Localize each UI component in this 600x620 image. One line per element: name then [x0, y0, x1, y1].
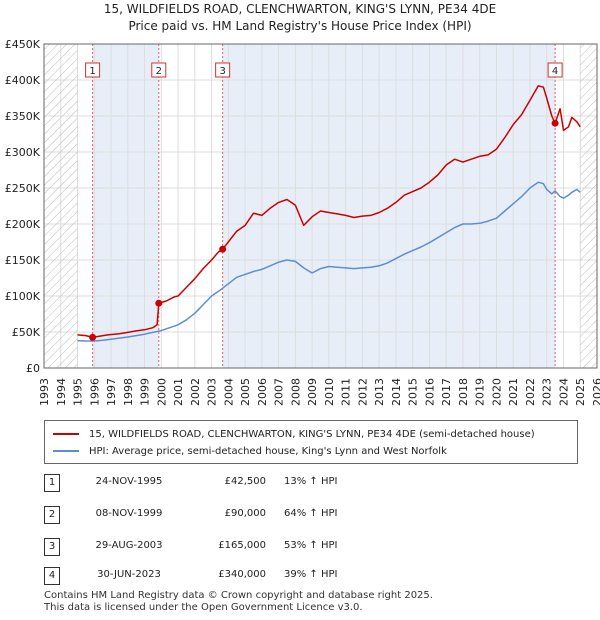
y-tick-label: £300K	[5, 146, 41, 159]
sale-point	[219, 245, 227, 253]
transaction-number: 2	[44, 506, 60, 524]
x-tick-label: 2004	[222, 378, 235, 406]
sale-point	[89, 333, 97, 341]
x-tick-label: 2026	[591, 378, 600, 406]
x-tick-label: 2025	[574, 378, 587, 406]
x-tick-label: 1994	[55, 378, 68, 406]
x-tick-label: 1997	[105, 378, 118, 406]
x-tick-label: 2015	[407, 378, 420, 406]
y-tick-label: £150K	[5, 254, 41, 267]
sale-flag-box	[151, 62, 167, 78]
x-tick-label: 2019	[474, 378, 487, 406]
x-tick-label: 2010	[323, 378, 336, 406]
legend-swatch-price	[53, 433, 79, 435]
y-tick-label: £200K	[5, 218, 41, 231]
y-tick-label: £350K	[5, 110, 41, 123]
x-tick-label: 2001	[172, 378, 185, 406]
x-tick-label: 2007	[273, 378, 286, 406]
sale-flag-label: 2	[156, 66, 162, 77]
x-tick-label: 1999	[139, 378, 152, 406]
x-tick-label: 2022	[524, 378, 537, 406]
shaded-range	[222, 44, 556, 368]
shaded-range	[92, 44, 159, 368]
x-tick-label: 2012	[356, 378, 369, 406]
transaction-hpi: 64% ↑ HPI	[284, 508, 338, 519]
chart-legend: 15, WILDFIELDS ROAD, CLENCHWARTON, KING'…	[44, 420, 578, 464]
x-tick-label: 2013	[373, 378, 386, 406]
chart-title-line2: Price paid vs. HM Land Registry's House …	[128, 19, 472, 33]
sale-flag-box	[547, 62, 563, 78]
legend-swatch-hpi	[53, 450, 79, 452]
x-tick-label: 2021	[507, 378, 520, 406]
x-tick-label: 2023	[541, 378, 554, 406]
sale-flag-label: 4	[552, 66, 558, 77]
sale-flag-label: 3	[219, 66, 225, 77]
hpi-line	[77, 181, 581, 342]
price-chart: 1 2 3 4 £0 £50K £100K £150K £200K £250K £300K £350…	[5, 38, 600, 406]
x-tick-label: 1993	[38, 378, 51, 406]
hatched-range	[44, 44, 78, 368]
transaction-date: 24-NOV-1995	[95, 476, 163, 487]
y-tick-label: £0	[26, 362, 40, 375]
x-tick-label: 2020	[490, 378, 503, 406]
transaction-number: 1	[44, 474, 60, 492]
x-tick-label: 2016	[423, 378, 436, 406]
x-tick-label: 2000	[155, 378, 168, 406]
legend-label-price: 15, WILDFIELDS ROAD, CLENCHWARTON, KING'…	[89, 428, 535, 440]
transaction-date: 29-AUG-2003	[95, 540, 163, 551]
x-tick-label: 2018	[457, 378, 470, 406]
x-tick-label: 2002	[189, 378, 202, 406]
x-tick-label: 2024	[557, 378, 570, 406]
chart-title-line1: 15, WILDFIELDS ROAD, CLENCHWARTON, KING'…	[103, 2, 497, 16]
y-tick-label: £400K	[5, 74, 41, 87]
transaction-price: £42,500	[224, 476, 266, 487]
transaction-price: £90,000	[224, 508, 266, 519]
transaction-price: £165,000	[218, 540, 266, 551]
sale-flag-box	[215, 62, 231, 78]
plot-border	[43, 43, 598, 369]
x-tick-label: 2008	[289, 378, 302, 406]
y-tick-label: £450K	[5, 38, 41, 51]
transaction-hpi: 39% ↑ HPI	[284, 569, 338, 580]
transaction-price: £340,000	[218, 569, 266, 580]
x-tick-label: 1995	[72, 378, 85, 406]
transaction-date: 30-JUN-2023	[97, 569, 161, 580]
legend-item-hpi: HPI: Average price, semi-detached house,…	[53, 443, 447, 459]
sale-flag-box	[85, 62, 101, 78]
sale-point	[551, 119, 559, 127]
x-tick-label: 2005	[239, 378, 252, 406]
footer-licence: This data is licensed under the Open Gov…	[44, 602, 363, 613]
sale-flag-label: 1	[89, 66, 95, 77]
x-tick-label: 1998	[122, 378, 135, 406]
x-tick-label: 2003	[206, 378, 219, 406]
transaction-date: 08-NOV-1999	[95, 508, 163, 519]
x-tick-label: 1996	[88, 378, 101, 406]
y-tick-label: £100K	[5, 290, 41, 303]
x-tick-label: 2011	[340, 378, 353, 406]
x-tick-label: 2017	[440, 378, 453, 406]
transaction-hpi: 13% ↑ HPI	[284, 476, 338, 487]
y-tick-label: £50K	[12, 326, 41, 339]
transaction-number: 3	[44, 538, 60, 556]
transaction-number: 4	[44, 567, 60, 585]
footer-copyright: Contains HM Land Registry data © Crown c…	[44, 590, 433, 601]
x-tick-label: 2009	[306, 378, 319, 406]
hatched-range	[580, 44, 597, 368]
y-tick-label: £250K	[5, 182, 41, 195]
legend-item-price: 15, WILDFIELDS ROAD, CLENCHWARTON, KING'…	[53, 426, 535, 442]
sale-point	[155, 299, 163, 307]
transaction-hpi: 53% ↑ HPI	[284, 540, 338, 551]
x-tick-label: 2006	[256, 378, 269, 406]
legend-label-hpi: HPI: Average price, semi-detached house,…	[89, 445, 447, 457]
x-tick-label: 2014	[390, 378, 403, 406]
